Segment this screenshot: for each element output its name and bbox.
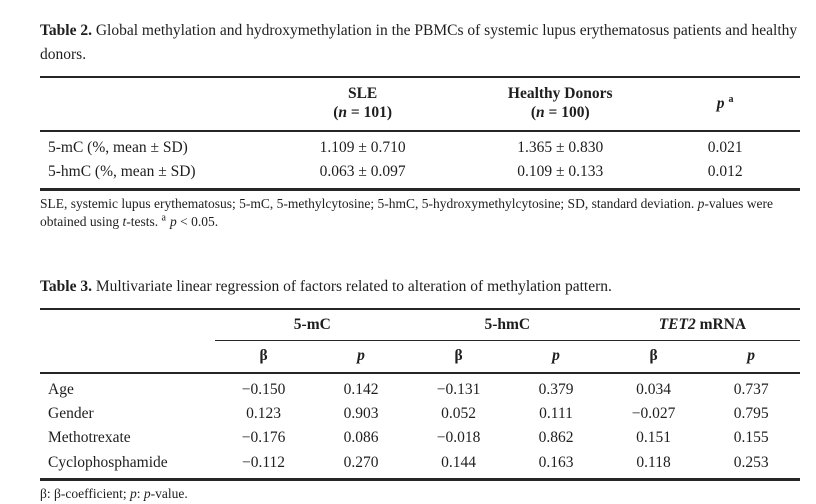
table3-row-cyclophosphamide-label: Cyclophosphamide — [48, 453, 168, 471]
table3-group-5hmc: 5-hmC — [409, 308, 605, 342]
table2-header-healthy-n-post: = 100) — [544, 104, 590, 122]
table2-header-sle-n: n — [338, 104, 348, 122]
table3-caption: Table 3. Multivariate linear regression … — [40, 275, 800, 299]
table3-row-cyclophosphamide-tet2-beta: 0.118 — [636, 453, 671, 471]
table2-footnote: SLE, systemic lupus erythematosus; 5-mC,… — [40, 195, 800, 232]
table3-footnote-value-text: -value. — [150, 486, 188, 502]
table3-row-gender-5hmc-beta: 0.052 — [441, 404, 476, 422]
table2-footnote-p2-italic: p — [169, 214, 177, 230]
table3-group-tet2-italic: TET2 — [658, 315, 696, 333]
table2-footnote-p-italic: p — [697, 195, 705, 211]
table3-row-gender: Gender 0.123 0.903 0.052 0.111 −0.027 0.… — [40, 401, 800, 425]
spacer — [40, 232, 800, 275]
table2-row-5hmc-label: 5-hmC (%, mean ± SD) — [48, 163, 196, 181]
table3-row-cyclophosphamide-5mc-beta: −0.112 — [242, 453, 286, 471]
table3-subheader-p-2: p — [507, 340, 605, 374]
table2-header-sle: SLE (n = 101) — [255, 77, 471, 132]
table2-header-healthy-n-pre: ( — [530, 104, 536, 122]
table2-header-empty — [40, 77, 256, 132]
table3-row-age-5hmc-p: 0.379 — [538, 380, 574, 398]
table3-row-gender-tet2-p: 0.795 — [733, 404, 769, 422]
document-page: Table 2. Global methylation and hydroxym… — [40, 19, 800, 501]
table2-row-5mc: 5-mC (%, mean ± SD) 1.109 ± 0.710 1.365 … — [40, 131, 800, 160]
table3-row-methotrexate-5hmc-p: 0.862 — [538, 429, 574, 447]
table3-caption-text: Multivariate linear regression of factor… — [91, 277, 612, 295]
table3-row-methotrexate-label: Methotrexate — [48, 429, 131, 447]
table2-header-healthy-n: n — [535, 104, 545, 122]
table2-header-row: SLE (n = 101) Healthy Donors (n = 100) p… — [40, 77, 800, 132]
table2-row-5mc-label: 5-mC (%, mean ± SD) — [48, 138, 188, 156]
table3-row-age-5mc-p: 0.142 — [343, 380, 379, 398]
table2-row-5hmc-p-value: 0.012 — [707, 163, 743, 181]
table3-row-age-tet2-p: 0.737 — [733, 380, 769, 398]
table3-row-methotrexate-5mc-p: 0.086 — [343, 429, 379, 447]
table2-footnote-threshold: < 0.05. — [176, 214, 219, 230]
table2-row-5mc-p-value: 0.021 — [707, 138, 743, 156]
table3-row-cyclophosphamide: Cyclophosphamide −0.112 0.270 0.144 0.16… — [40, 450, 800, 478]
table3-subheader-p-1: p — [312, 340, 410, 374]
table3-row-methotrexate-tet2-beta: 0.151 — [636, 429, 671, 447]
table3-row-cyclophosphamide-5hmc-p: 0.163 — [538, 453, 574, 471]
table3-group-tet2: TET2 mRNA — [604, 308, 800, 342]
table3-row-methotrexate: Methotrexate −0.176 0.086 −0.018 0.862 0… — [40, 426, 800, 450]
table3-subheader-beta-2: β — [409, 340, 508, 374]
table2-header-healthy-name: Healthy Donors — [507, 85, 613, 103]
table2-header-sle-name: SLE — [347, 85, 378, 103]
table2-bottom-rule — [40, 187, 800, 191]
table3-subheader-beta-3: β — [604, 340, 703, 374]
table2-footnote-superscript-a: a — [161, 212, 166, 224]
table2-header-healthy: Healthy Donors (n = 100) — [470, 77, 651, 132]
table3-subheader-row: β p β p β p — [40, 340, 800, 374]
table3-subheader-beta-1: β — [214, 340, 313, 374]
table2-header-sle-n-pre: ( — [333, 104, 339, 122]
table3-row-gender-tet2-beta: −0.027 — [631, 404, 676, 422]
table2-caption-label: Table 2. — [40, 22, 92, 39]
table2-caption: Table 2. Global methylation and hydroxym… — [40, 19, 800, 67]
table2-row-5mc-sle-value: 1.109 ± 0.710 — [319, 138, 406, 156]
table3-subheader-empty — [40, 340, 215, 374]
table3-row-age-label: Age — [48, 380, 74, 398]
table2-row-5hmc: 5-hmC (%, mean ± SD) 0.063 ± 0.097 0.109… — [40, 160, 800, 188]
table3-row-gender-5mc-beta: 0.123 — [246, 404, 281, 422]
table3-row-age-tet2-beta: 0.034 — [636, 380, 671, 398]
table3-row-cyclophosphamide-5hmc-beta: 0.144 — [441, 453, 476, 471]
table3-row-age-5hmc-beta: −0.131 — [436, 380, 481, 398]
table3-row-age-5mc-beta: −0.150 — [241, 380, 286, 398]
table3-group-tet2-rest: mRNA — [695, 315, 747, 333]
table2-row-5hmc-healthy-value: 0.109 ± 0.133 — [517, 163, 604, 181]
table2-footnote-seg2: -values were obtained using — [40, 195, 774, 230]
table3-group-5mc: 5-mC — [214, 308, 410, 342]
table2-row-5hmc-sle-value: 0.063 ± 0.097 — [319, 163, 406, 181]
table3-row-gender-label: Gender — [48, 404, 94, 422]
table3-row-methotrexate-tet2-p: 0.155 — [733, 429, 769, 447]
table3-row-gender-5mc-p: 0.903 — [343, 404, 379, 422]
table3-row-methotrexate-5hmc-beta: −0.018 — [436, 429, 481, 447]
table3-footnote-p2-italic: p — [143, 486, 151, 502]
table3-subheader-p-3: p — [702, 340, 800, 374]
table2-caption-text: Global methylation and hydroxymethylatio… — [40, 22, 798, 64]
table3: 5-mC 5-hmC TET2 mRNA β p β p β p Age −0.… — [40, 307, 800, 478]
table3-footnote-p-italic: p — [129, 486, 137, 502]
table2-header-p-superscript: a — [728, 93, 734, 105]
table3-row-cyclophosphamide-tet2-p: 0.253 — [733, 453, 769, 471]
table2-row-5mc-healthy-value: 1.365 ± 0.830 — [517, 138, 604, 156]
table3-caption-label: Table 3. — [40, 277, 92, 295]
table3-footnote-beta-def: β: β-coefficient; — [40, 486, 130, 502]
table2-header-p-symbol: p — [716, 94, 725, 112]
table3-row-gender-5hmc-p: 0.111 — [539, 404, 573, 422]
table3-group-header-row: 5-mC 5-hmC TET2 mRNA — [40, 308, 800, 342]
table2: SLE (n = 101) Healthy Donors (n = 100) p… — [40, 76, 800, 188]
table3-footnote: β: β-coefficient; p: p-value. — [40, 485, 800, 504]
table3-row-cyclophosphamide-5mc-p: 0.270 — [343, 453, 379, 471]
table3-footnote-colon: : — [136, 486, 144, 502]
table2-footnote-abbrev: SLE, systemic lupus erythematosus; 5-mC,… — [40, 195, 698, 211]
table3-row-methotrexate-5mc-beta: −0.176 — [241, 429, 286, 447]
table3-bottom-rule — [40, 478, 800, 482]
table3-row-age: Age −0.150 0.142 −0.131 0.379 0.034 0.73… — [40, 373, 800, 402]
table2-header-sle-n-post: = 101) — [347, 104, 393, 122]
table3-group-empty — [40, 309, 215, 341]
table2-footnote-t-italic: t — [122, 214, 127, 230]
table2-footnote-seg3: -tests. — [126, 214, 162, 230]
